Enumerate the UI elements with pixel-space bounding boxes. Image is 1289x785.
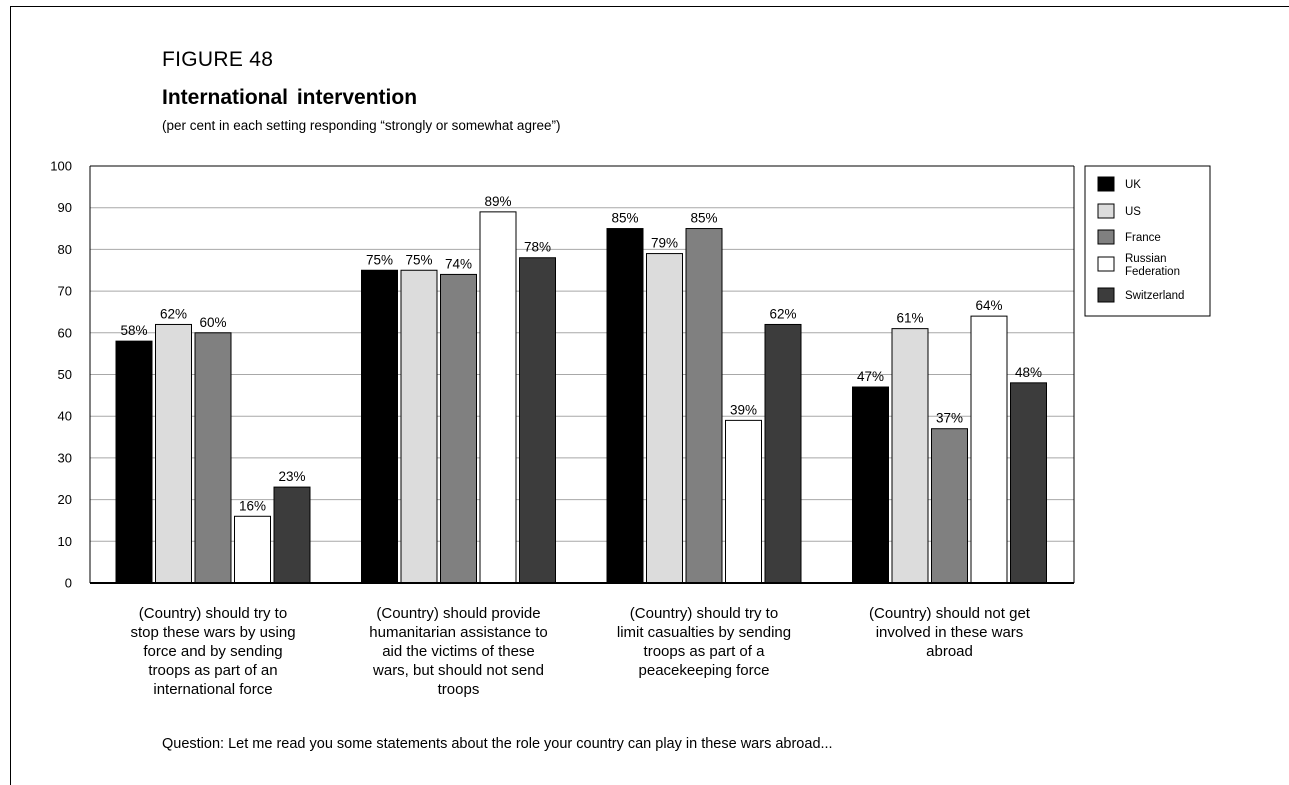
bar-value-label: 61% (896, 311, 923, 326)
y-tick-label: 50 (58, 367, 72, 382)
bar-value-label: 48% (1015, 365, 1042, 380)
bar (764, 323, 802, 584)
x-category-label: (Country) should not get (869, 605, 1031, 622)
chart-title: International intervention (162, 86, 418, 109)
y-tick-label: 100 (50, 159, 72, 174)
y-tick-label: 10 (58, 534, 72, 549)
legend-label: US (1125, 206, 1141, 218)
bar (155, 323, 192, 584)
bar (440, 273, 477, 584)
bar (234, 515, 271, 584)
bar-value-label: 37% (936, 411, 963, 426)
y-tick-label: 0 (65, 576, 72, 591)
x-category-label: (Country) should try to (139, 605, 287, 622)
legend-label: UK (1125, 179, 1141, 191)
bar (1010, 382, 1047, 584)
legend-label: Federation (1125, 266, 1180, 278)
x-category-label: troops as part of a (644, 643, 766, 660)
legend-swatch (1097, 203, 1115, 219)
y-tick-label: 30 (58, 450, 72, 465)
chart-subtitle: (per cent in each setting responding “st… (162, 118, 561, 133)
x-category-label: limit casualties by sending (617, 624, 791, 641)
bar (115, 340, 153, 584)
x-category-label: troops (438, 681, 480, 698)
x-category-label: (Country) should try to (630, 605, 778, 622)
question-note: Question: Let me read you some statement… (162, 736, 833, 752)
bar (519, 257, 556, 584)
legend-swatch (1097, 287, 1115, 303)
legend-label: France (1125, 232, 1161, 244)
legend-swatch (1097, 176, 1115, 192)
bar-value-label: 85% (690, 211, 717, 226)
bar (852, 386, 889, 584)
bar (725, 419, 762, 584)
bar (931, 428, 968, 584)
bar-value-label: 85% (611, 211, 638, 226)
bar-value-label: 16% (239, 498, 266, 513)
x-category-label: involved in these wars (876, 624, 1024, 641)
bar-value-label: 74% (445, 256, 472, 271)
bar (891, 328, 929, 584)
bar (400, 269, 438, 584)
legend-label: Russian (1125, 253, 1167, 265)
bar-value-label: 79% (651, 236, 678, 251)
bar (361, 269, 398, 584)
x-category-label: wars, but should not send (372, 662, 544, 679)
bar-value-label: 58% (120, 323, 147, 338)
legend-swatch (1097, 256, 1115, 272)
x-category-label: aid the victims of these (382, 643, 535, 660)
bar-value-label: 23% (278, 469, 305, 484)
bar-value-label: 75% (366, 252, 393, 267)
bar-value-label: 62% (769, 306, 796, 321)
legend-swatch (1097, 229, 1115, 245)
bar-value-label: 39% (730, 402, 757, 417)
legend-label: Switzerland (1125, 290, 1184, 302)
y-tick-label: 20 (58, 492, 72, 507)
bar-value-label: 60% (199, 315, 226, 330)
figure-label: FIGURE 48 (162, 48, 274, 71)
x-category-label: international force (153, 681, 272, 698)
bar-value-label: 62% (160, 306, 187, 321)
bar-value-label: 64% (975, 298, 1002, 313)
bar (646, 253, 683, 584)
x-category-label: force and by sending (143, 643, 282, 660)
bar (194, 332, 232, 584)
bar-value-label: 75% (405, 252, 432, 267)
bar (970, 315, 1008, 584)
y-tick-label: 70 (58, 284, 72, 299)
x-category-label: (Country) should provide (376, 605, 540, 622)
bar-value-label: 89% (484, 194, 511, 209)
x-category-label: troops as part of an (148, 662, 277, 679)
y-tick-label: 60 (58, 325, 72, 340)
bar (479, 211, 517, 584)
y-tick-label: 40 (58, 409, 72, 424)
frame-top-border (10, 6, 1289, 7)
y-tick-label: 90 (58, 200, 72, 215)
bar (685, 228, 723, 584)
bar (606, 228, 644, 584)
x-category-label: peacekeeping force (639, 662, 770, 679)
bar-value-label: 47% (857, 369, 884, 384)
bar-value-label: 78% (524, 240, 551, 255)
x-category-label: stop these wars by using (130, 624, 295, 641)
y-tick-label: 80 (58, 242, 72, 257)
x-category-label: abroad (926, 643, 973, 660)
bar (273, 486, 311, 584)
x-category-label: humanitarian assistance to (369, 624, 547, 641)
frame-left-border (10, 6, 11, 785)
